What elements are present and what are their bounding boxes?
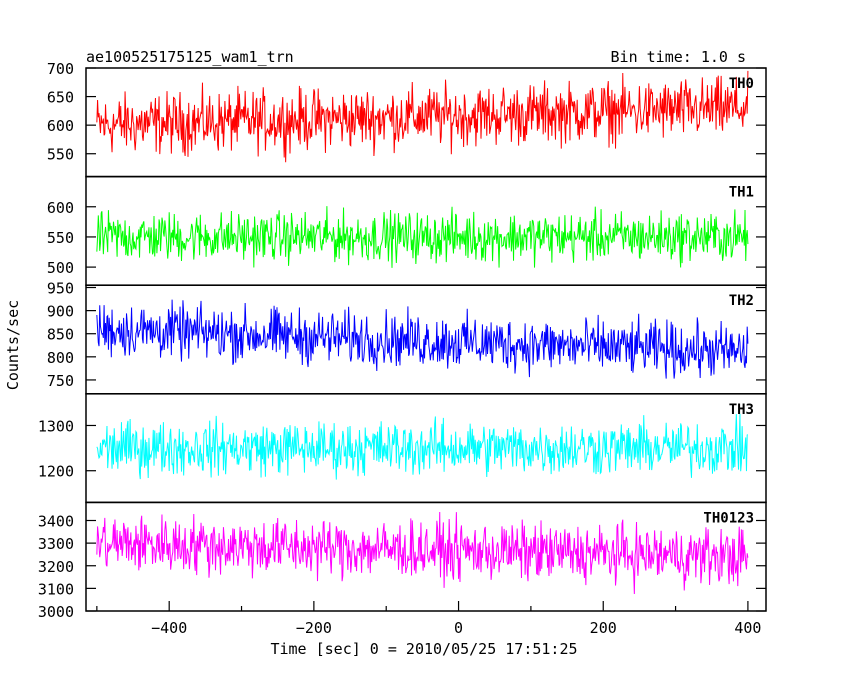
- x-axis-ticks: −400 −200 0 200 400: [96, 601, 761, 637]
- panel-frame: [85, 501, 767, 612]
- x-tick-label: −200: [296, 619, 332, 637]
- y-tick-label: 850: [47, 326, 74, 344]
- series-name-th1: TH1: [729, 185, 754, 201]
- y-tick-label: 1300: [38, 417, 74, 435]
- y-tick-label: 900: [47, 303, 74, 321]
- series-name-th2: TH2: [729, 293, 754, 309]
- y-tick-label: 800: [47, 349, 74, 367]
- y-tick-label: 3200: [38, 558, 74, 576]
- panel-th1: 500 550 600 TH1: [47, 175, 767, 286]
- panel-th2: 750 800 850 900 950 TH2: [47, 280, 767, 395]
- series-name-th0123: TH0123: [703, 510, 754, 526]
- y-tick-label: 3100: [38, 580, 74, 598]
- y-tick-label: 550: [47, 146, 74, 164]
- y-tick-label: 3000: [38, 603, 74, 621]
- y-tick-label: 700: [47, 60, 74, 78]
- series-name-th0: TH0: [729, 76, 754, 92]
- chart-title: ae100525175125_wam1_trn: [86, 48, 294, 66]
- series-line-th3: [96, 413, 749, 480]
- y-tick-label: 750: [47, 372, 74, 390]
- x-tick-label: −400: [151, 619, 187, 637]
- y-tick-label: 3300: [38, 535, 74, 553]
- y-tick-label: 500: [47, 259, 74, 277]
- series-line-th1: [96, 206, 749, 268]
- y-tick-label: 600: [47, 117, 74, 135]
- y-tick-label: 950: [47, 280, 74, 298]
- x-tick-label: 200: [590, 619, 617, 637]
- panel-th0: 550 600 650 700 TH0: [47, 60, 767, 178]
- y-tick-label: 3400: [38, 513, 74, 531]
- y-tick-label: 1200: [38, 463, 74, 481]
- y-tick-label: 550: [47, 229, 74, 247]
- panel-th0123: 3000 3100 3200 3300 3400 TH0123: [38, 501, 767, 621]
- y-axis-label: Counts/sec: [4, 300, 22, 390]
- series-name-th3: TH3: [729, 402, 754, 418]
- panels-group: 550 600 650 700 TH0 500 550 600 TH1 750 800 850 900 9…: [38, 60, 767, 621]
- x-tick-label: 0: [454, 619, 463, 637]
- series-line-th2: [96, 299, 749, 379]
- bin-time-label: Bin time: 1.0 s: [611, 48, 746, 66]
- x-axis-label: Time [sec] 0 = 2010/05/25 17:51:25: [270, 640, 577, 658]
- series-line-th0: [96, 70, 749, 163]
- y-tick-label: 600: [47, 199, 74, 217]
- y-tick-label: 650: [47, 89, 74, 107]
- series-line-th0123: [96, 511, 749, 595]
- x-tick-label: 400: [734, 619, 761, 637]
- panel-th3: 1200 1300 TH3: [38, 393, 767, 504]
